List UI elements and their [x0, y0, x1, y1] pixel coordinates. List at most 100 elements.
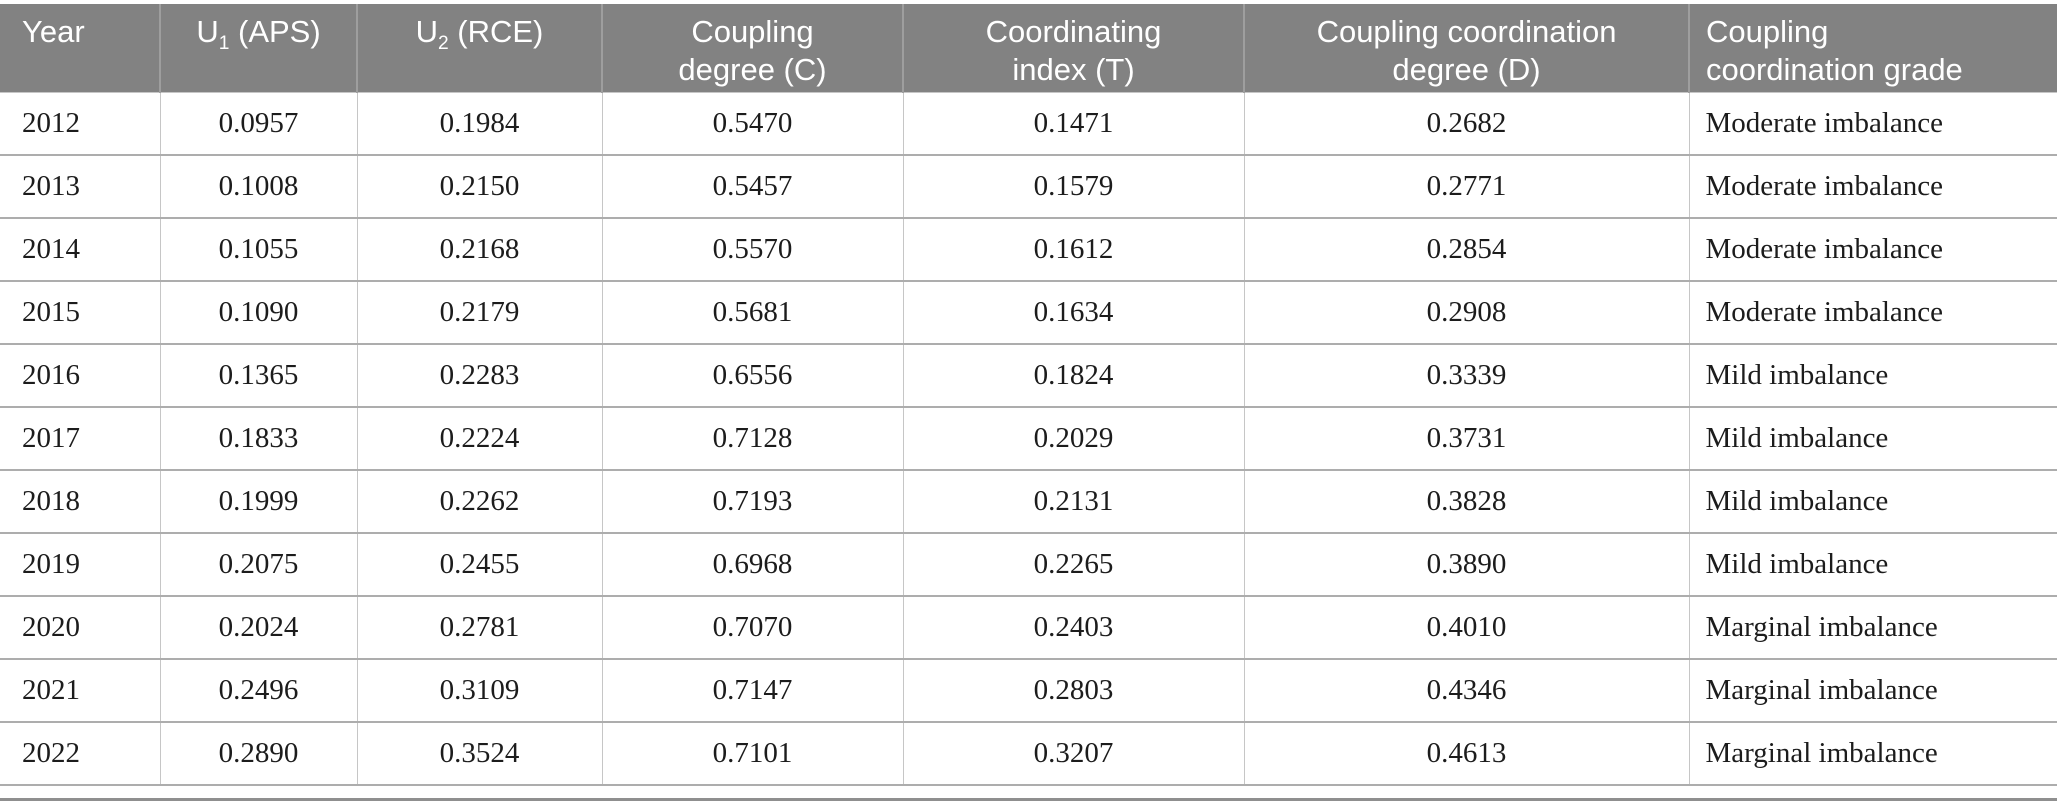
- cell-d: 0.2854: [1243, 217, 1689, 281]
- header-coupling-degree-line2: degree (C): [678, 52, 827, 87]
- cell-u1: 0.2075: [159, 532, 357, 596]
- cell-t: 0.2803: [902, 658, 1244, 722]
- cell-u2: 0.2283: [356, 343, 602, 407]
- header-u2-subscript: 2: [437, 33, 449, 55]
- cell-u1: 0.1833: [159, 406, 357, 470]
- header-coordination-degree-line1: Coupling coordination: [1316, 14, 1617, 49]
- header-coordination-degree-line2: degree (D): [1392, 52, 1541, 87]
- cell-u1: 0.1055: [159, 217, 357, 281]
- table-row: 2014 0.1055 0.2168 0.5570 0.1612 0.2854 Modera…: [0, 217, 2057, 281]
- table-row: 2021 0.2496 0.3109 0.7147 0.2803 0.4346 Margin…: [0, 658, 2057, 722]
- cell-grade: Mild imbalance: [1688, 406, 2057, 470]
- cell-t: 0.1634: [902, 280, 1244, 344]
- header-u2-post: (RCE): [448, 14, 544, 49]
- cell-u2: 0.2150: [356, 154, 602, 218]
- cell-u2: 0.2455: [356, 532, 602, 596]
- cell-grade: Marginal imbalance: [1688, 658, 2057, 722]
- cell-d: 0.2771: [1243, 154, 1689, 218]
- header-year-label: Year: [22, 14, 85, 49]
- header-coordination-degree: Coupling coordination degree (D): [1243, 4, 1689, 92]
- cell-year: 2017: [0, 406, 160, 470]
- header-row: Year U1 (APS) U2 (RCE) Coupling degree (…: [0, 4, 2057, 92]
- table-row: 2018 0.1999 0.2262 0.7193 0.2131 0.3828 Mild i…: [0, 469, 2057, 533]
- table-row: 2017 0.1833 0.2224 0.7128 0.2029 0.3731 Mild i…: [0, 406, 2057, 470]
- header-coordination-grade: Coupling coordination grade: [1688, 4, 2057, 92]
- header-year: Year: [0, 4, 160, 92]
- cell-grade: Mild imbalance: [1688, 532, 2057, 596]
- cell-t: 0.3207: [902, 721, 1244, 786]
- header-coordination-grade-line1: Coupling: [1706, 14, 1829, 49]
- cell-year: 2013: [0, 154, 160, 218]
- cell-d: 0.3890: [1243, 532, 1689, 596]
- cell-c: 0.6968: [601, 532, 903, 596]
- cell-c: 0.7070: [601, 595, 903, 659]
- cell-d: 0.3731: [1243, 406, 1689, 470]
- cell-c: 0.7128: [601, 406, 903, 470]
- cell-year: 2021: [0, 658, 160, 722]
- header-u2-rce: U2 (RCE): [356, 4, 602, 92]
- table-row: 2013 0.1008 0.2150 0.5457 0.1579 0.2771 Modera…: [0, 154, 2057, 218]
- header-coordinating-index-line2: index (T): [1012, 52, 1135, 87]
- cell-t: 0.1824: [902, 343, 1244, 407]
- table-row: 2012 0.0957 0.1984 0.5470 0.1471 0.2682 Modera…: [0, 91, 2057, 155]
- cell-u1: 0.1999: [159, 469, 357, 533]
- cell-c: 0.7193: [601, 469, 903, 533]
- cell-u1: 0.1365: [159, 343, 357, 407]
- cell-u2: 0.2168: [356, 217, 602, 281]
- cell-u1: 0.0957: [159, 91, 357, 155]
- table-row: 2016 0.1365 0.2283 0.6556 0.1824 0.3339 Mild i…: [0, 343, 2057, 407]
- cell-grade: Mild imbalance: [1688, 343, 2057, 407]
- cell-u2: 0.2262: [356, 469, 602, 533]
- cell-d: 0.2682: [1243, 91, 1689, 155]
- cell-grade: Marginal imbalance: [1688, 595, 2057, 659]
- cell-u2: 0.2179: [356, 280, 602, 344]
- cell-year: 2016: [0, 343, 160, 407]
- cell-t: 0.1612: [902, 217, 1244, 281]
- cell-c: 0.7147: [601, 658, 903, 722]
- cell-d: 0.4010: [1243, 595, 1689, 659]
- cell-d: 0.4346: [1243, 658, 1689, 722]
- cell-d: 0.3339: [1243, 343, 1689, 407]
- cell-grade: Moderate imbalance: [1688, 91, 2057, 155]
- header-coordination-grade-line2: coordination grade: [1706, 52, 1963, 87]
- cell-u1: 0.2890: [159, 721, 357, 786]
- cell-u1: 0.2024: [159, 595, 357, 659]
- cell-t: 0.2403: [902, 595, 1244, 659]
- table-row: 2015 0.1090 0.2179 0.5681 0.1634 0.2908 Modera…: [0, 280, 2057, 344]
- header-u2-pre: U: [415, 14, 438, 49]
- table-body: 2012 0.0957 0.1984 0.5470 0.1471 0.2682 Modera…: [0, 91, 2057, 786]
- cell-grade: Moderate imbalance: [1688, 217, 2057, 281]
- cell-d: 0.3828: [1243, 469, 1689, 533]
- cell-grade: Mild imbalance: [1688, 469, 2057, 533]
- header-coupling-degree: Coupling degree (C): [601, 4, 903, 92]
- cell-u2: 0.3524: [356, 721, 602, 786]
- cell-u2: 0.3109: [356, 658, 602, 722]
- cell-u2: 0.2781: [356, 595, 602, 659]
- table-bottom-rule: [0, 798, 2057, 801]
- cell-c: 0.6556: [601, 343, 903, 407]
- cell-u1: 0.2496: [159, 658, 357, 722]
- cell-year: 2022: [0, 721, 160, 786]
- cell-year: 2020: [0, 595, 160, 659]
- cell-year: 2012: [0, 91, 160, 155]
- cell-u1: 0.1090: [159, 280, 357, 344]
- header-u1-post: (APS): [229, 14, 321, 49]
- cell-grade: Marginal imbalance: [1688, 721, 2057, 786]
- cell-d: 0.4613: [1243, 721, 1689, 786]
- header-u1-pre: U: [196, 14, 219, 49]
- cell-t: 0.2131: [902, 469, 1244, 533]
- table-header: Year U1 (APS) U2 (RCE) Coupling degree (…: [0, 4, 2057, 92]
- cell-c: 0.5570: [601, 217, 903, 281]
- table-row: 2020 0.2024 0.2781 0.7070 0.2403 0.4010 Margin…: [0, 595, 2057, 659]
- cell-c: 0.5470: [601, 91, 903, 155]
- cell-c: 0.5681: [601, 280, 903, 344]
- cell-t: 0.1579: [902, 154, 1244, 218]
- table-row: 2019 0.2075 0.2455 0.6968 0.2265 0.3890 Mild i…: [0, 532, 2057, 596]
- cell-t: 0.2265: [902, 532, 1244, 596]
- cell-grade: Moderate imbalance: [1688, 154, 2057, 218]
- cell-u2: 0.1984: [356, 91, 602, 155]
- header-coordinating-index: Coordinating index (T): [902, 4, 1244, 92]
- cell-year: 2015: [0, 280, 160, 344]
- cell-u2: 0.2224: [356, 406, 602, 470]
